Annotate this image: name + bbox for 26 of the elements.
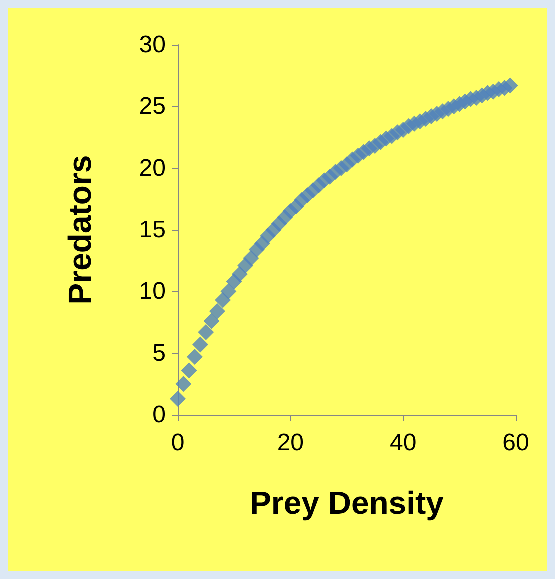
point <box>186 349 203 366</box>
y-tick-label: 30 <box>139 32 166 58</box>
point <box>232 266 248 282</box>
y-tick-label: 20 <box>139 154 166 182</box>
x-tick-label: 20 <box>277 430 304 456</box>
y-tick-label: 0 <box>152 402 166 428</box>
point <box>220 284 237 300</box>
point <box>502 78 518 94</box>
point <box>176 376 192 392</box>
point <box>170 390 186 407</box>
point <box>243 250 260 266</box>
y-tick-label: 15 <box>139 216 166 244</box>
y-tick-label: 5 <box>152 340 166 367</box>
y-axis-title: Predators <box>62 155 98 305</box>
x-tick-label: 40 <box>390 430 417 456</box>
point <box>192 336 209 353</box>
point <box>181 362 198 379</box>
point <box>209 303 226 320</box>
point <box>198 324 214 340</box>
y-tick-label: 25 <box>139 93 166 120</box>
point <box>204 313 220 330</box>
x-tick-label: 0 <box>171 430 185 456</box>
x-tick-label: 60 <box>502 430 530 456</box>
x-axis-title: Prey Density <box>250 485 444 521</box>
point <box>215 292 232 308</box>
y-tick-label: 10 <box>139 278 166 306</box>
